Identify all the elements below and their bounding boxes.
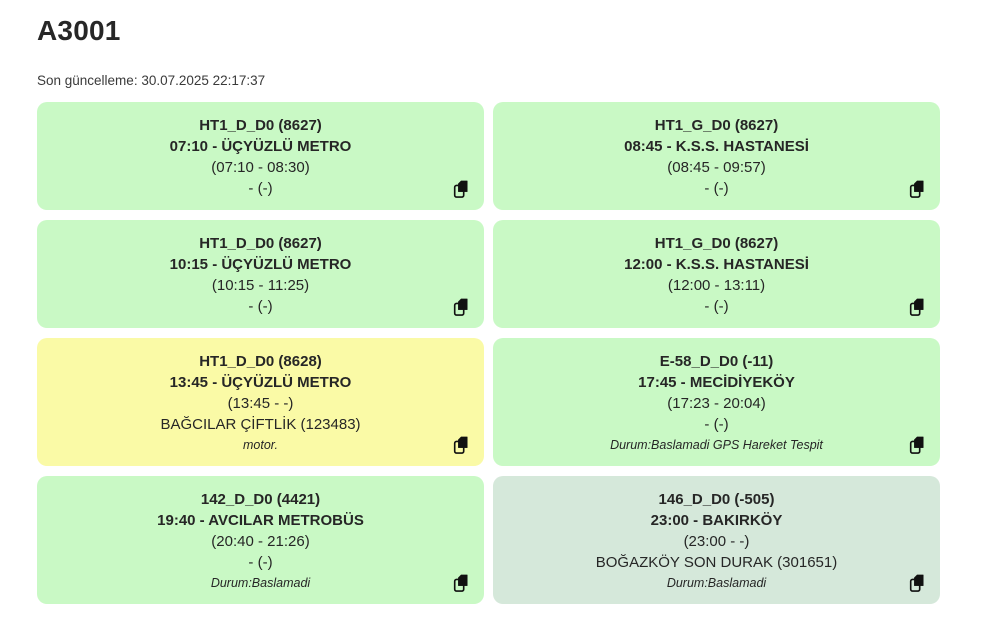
copy-icon bbox=[453, 180, 468, 198]
copy-icon bbox=[453, 574, 468, 592]
trip-destination: 10:15 - ÜÇYÜZLÜ METRO bbox=[169, 256, 352, 273]
trip-card[interactable]: HT1_G_D0 (8627) 08:45 - K.S.S. HASTANESİ… bbox=[493, 102, 940, 210]
trip-status: Durum:Baslamadi bbox=[210, 576, 311, 590]
trip-destination: 12:00 - K.S.S. HASTANESİ bbox=[624, 256, 809, 273]
trip-destination: 08:45 - K.S.S. HASTANESİ bbox=[624, 138, 809, 155]
copy-button[interactable] bbox=[906, 296, 928, 318]
trip-stop: - (-) bbox=[248, 298, 273, 315]
trip-card[interactable]: 142_D_D0 (4421) 19:40 - AVCILAR METROBÜS… bbox=[37, 476, 484, 604]
page-title: A3001 bbox=[37, 15, 121, 46]
trip-code: HT1_D_D0 (8627) bbox=[199, 235, 322, 252]
trip-card-grid: HT1_D_D0 (8627) 07:10 - ÜÇYÜZLÜ METRO (0… bbox=[37, 102, 940, 604]
trip-code: HT1_G_D0 (8627) bbox=[654, 117, 779, 134]
copy-icon bbox=[909, 436, 924, 454]
copy-icon bbox=[909, 298, 924, 316]
copy-button[interactable] bbox=[906, 572, 928, 594]
trip-code: 146_D_D0 (-505) bbox=[658, 491, 775, 508]
page: A3001 Son güncelleme: 30.07.2025 22:17:3… bbox=[37, 15, 940, 604]
trip-time-range: (23:00 - -) bbox=[683, 533, 750, 550]
trip-code: HT1_D_D0 (8627) bbox=[199, 117, 322, 134]
trip-code: 142_D_D0 (4421) bbox=[200, 491, 321, 508]
trip-destination: 13:45 - ÜÇYÜZLÜ METRO bbox=[169, 374, 352, 391]
trip-card[interactable]: HT1_G_D0 (8627) 12:00 - K.S.S. HASTANESİ… bbox=[493, 220, 940, 328]
trip-stop: - (-) bbox=[704, 180, 729, 197]
trip-code: E-58_D_D0 (-11) bbox=[659, 353, 774, 370]
copy-icon bbox=[453, 436, 468, 454]
trip-time-range: (17:23 - 20:04) bbox=[667, 395, 766, 412]
copy-icon bbox=[453, 298, 468, 316]
copy-icon bbox=[909, 180, 924, 198]
trip-card[interactable]: HT1_D_D0 (8628) 13:45 - ÜÇYÜZLÜ METRO (1… bbox=[37, 338, 484, 466]
copy-button[interactable] bbox=[906, 434, 928, 456]
trip-card[interactable]: HT1_D_D0 (8627) 10:15 - ÜÇYÜZLÜ METRO (1… bbox=[37, 220, 484, 328]
trip-time-range: (13:45 - -) bbox=[227, 395, 294, 412]
trip-destination: 19:40 - AVCILAR METROBÜS bbox=[157, 512, 364, 529]
trip-card[interactable]: 146_D_D0 (-505) 23:00 - BAKIRKÖY (23:00 … bbox=[493, 476, 940, 604]
copy-button[interactable] bbox=[450, 296, 472, 318]
trip-stop: - (-) bbox=[704, 416, 729, 433]
copy-button[interactable] bbox=[450, 572, 472, 594]
copy-button[interactable] bbox=[450, 178, 472, 200]
trip-stop: - (-) bbox=[248, 554, 273, 571]
trip-stop: - (-) bbox=[248, 180, 273, 197]
last-update-text: Son güncelleme: 30.07.2025 22:17:37 bbox=[37, 73, 266, 88]
trip-status: Durum:Baslamadi bbox=[666, 576, 767, 590]
trip-time-range: (08:45 - 09:57) bbox=[667, 159, 766, 176]
trip-time-range: (12:00 - 13:11) bbox=[667, 277, 766, 294]
trip-stop: - (-) bbox=[704, 298, 729, 315]
trip-status: motor. bbox=[243, 438, 278, 452]
trip-card[interactable]: E-58_D_D0 (-11) 17:45 - MECİDİYEKÖY (17:… bbox=[493, 338, 940, 466]
trip-card[interactable]: HT1_D_D0 (8627) 07:10 - ÜÇYÜZLÜ METRO (0… bbox=[37, 102, 484, 210]
trip-destination: 07:10 - ÜÇYÜZLÜ METRO bbox=[169, 138, 352, 155]
trip-destination: 17:45 - MECİDİYEKÖY bbox=[638, 374, 795, 391]
trip-code: HT1_D_D0 (8628) bbox=[199, 353, 322, 370]
trip-status: Durum:Baslamadi GPS Hareket Tespit bbox=[610, 438, 823, 452]
copy-icon bbox=[909, 574, 924, 592]
trip-stop: BOĞAZKÖY SON DURAK (301651) bbox=[595, 554, 838, 571]
trip-time-range: (10:15 - 11:25) bbox=[211, 277, 310, 294]
copy-button[interactable] bbox=[450, 434, 472, 456]
trip-code: HT1_G_D0 (8627) bbox=[654, 235, 779, 252]
trip-time-range: (20:40 - 21:26) bbox=[211, 533, 310, 550]
trip-time-range: (07:10 - 08:30) bbox=[211, 159, 310, 176]
trip-stop: BAĞCILAR ÇİFTLİK (123483) bbox=[160, 416, 361, 433]
trip-destination: 23:00 - BAKIRKÖY bbox=[650, 512, 783, 529]
copy-button[interactable] bbox=[906, 178, 928, 200]
